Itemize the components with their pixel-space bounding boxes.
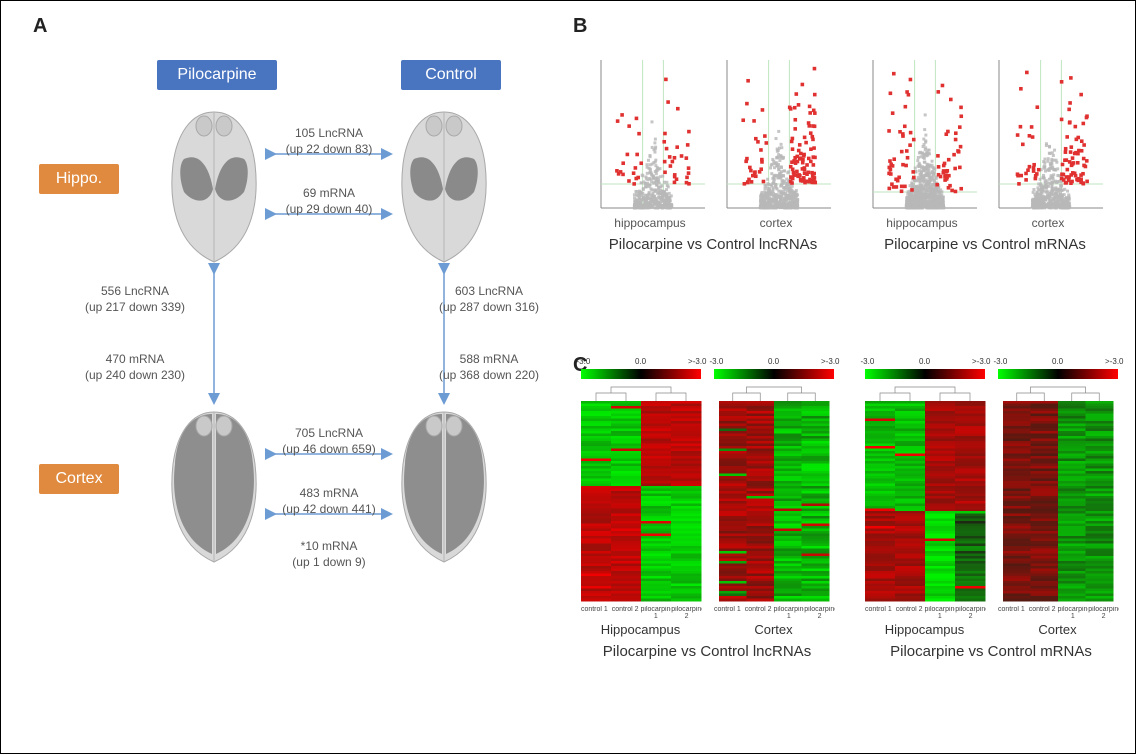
heatmap-samples: control 1control 2pilocarpine 1pilocarpi… (863, 606, 986, 620)
de-hippo-lnc: 105 LncRNA (up 22 down 83) (254, 126, 404, 157)
panel-b-right: hippocampus cortex Pilocarpine vs Contro… (863, 54, 1107, 253)
de-ctrl-vert-mrna: 588 mRNA (up 368 down 220) (429, 352, 549, 383)
volcano-plot: hippocampus (863, 54, 981, 230)
de-cortex-mrna: 483 mRNA (up 42 down 441) (254, 486, 404, 517)
volcano-sublabel: hippocampus (863, 216, 981, 230)
de-pilo-vert-lnc: 556 LncRNA (up 217 down 339) (75, 284, 195, 315)
de-ctrl-vert-lnc: 603 LncRNA (up 287 down 316) (429, 284, 549, 315)
panel-c-right: 0.0 control 1control 2pilocarpine 1piloc… (863, 369, 1119, 660)
volcano-plot: cortex (717, 54, 835, 230)
de-cortex-lnc: 705 LncRNA (up 46 down 659) (254, 426, 404, 457)
figure: A B C Pilocarpine Control Hippo. Cortex (9, 9, 1127, 745)
heatmap-scale: 0.0 (581, 369, 701, 379)
heatmap: 0.0 control 1control 2pilocarpine 1piloc… (579, 369, 702, 637)
heatmap-scale: 0.0 (998, 369, 1118, 379)
heatmap-scale: 0.0 (865, 369, 985, 379)
de-cortex-mrna2: *10 mRNA (up 1 down 9) (254, 539, 404, 570)
heatmap: 0.0 control 1control 2pilocarpine 1piloc… (996, 369, 1119, 637)
volcano-plot: cortex (989, 54, 1107, 230)
heatmap-region: Hippocampus (863, 622, 986, 637)
heatmap-region: Cortex (996, 622, 1119, 637)
de-hippo-mrna: 69 mRNA (up 29 down 40) (254, 186, 404, 217)
de-pilo-vert-mrna: 470 mRNA (up 240 down 230) (75, 352, 195, 383)
heatmap-region: Hippocampus (579, 622, 702, 637)
panel-c-left-title: Pilocarpine vs Control lncRNAs (579, 643, 835, 660)
panel-label-a: A (33, 15, 47, 38)
volcano-sublabel: cortex (989, 216, 1107, 230)
heatmap-scale: 0.0 (714, 369, 834, 379)
volcano-sublabel: hippocampus (591, 216, 709, 230)
heatmap: 0.0 control 1control 2pilocarpine 1piloc… (863, 369, 986, 637)
panel-label-b: B (573, 15, 587, 38)
heatmap-samples: control 1control 2pilocarpine 1pilocarpi… (996, 606, 1119, 620)
volcano-plot: hippocampus (591, 54, 709, 230)
panel-b-right-title: Pilocarpine vs Control mRNAs (863, 236, 1107, 253)
panel-c: 0.0 control 1control 2pilocarpine 1piloc… (579, 369, 1119, 729)
panel-c-left: 0.0 control 1control 2pilocarpine 1piloc… (579, 369, 835, 660)
volcano-sublabel: cortex (717, 216, 835, 230)
panel-a: Pilocarpine Control Hippo. Cortex (39, 54, 559, 694)
panel-b: hippocampus cortex Pilocarpine vs Contro… (579, 54, 1119, 344)
heatmap-samples: control 1control 2pilocarpine 1pilocarpi… (712, 606, 835, 620)
panel-c-right-title: Pilocarpine vs Control mRNAs (863, 643, 1119, 660)
heatmap-samples: control 1control 2pilocarpine 1pilocarpi… (579, 606, 702, 620)
heatmap: 0.0 control 1control 2pilocarpine 1piloc… (712, 369, 835, 637)
panel-b-left-title: Pilocarpine vs Control lncRNAs (591, 236, 835, 253)
panel-b-left: hippocampus cortex Pilocarpine vs Contro… (591, 54, 835, 253)
heatmap-region: Cortex (712, 622, 835, 637)
